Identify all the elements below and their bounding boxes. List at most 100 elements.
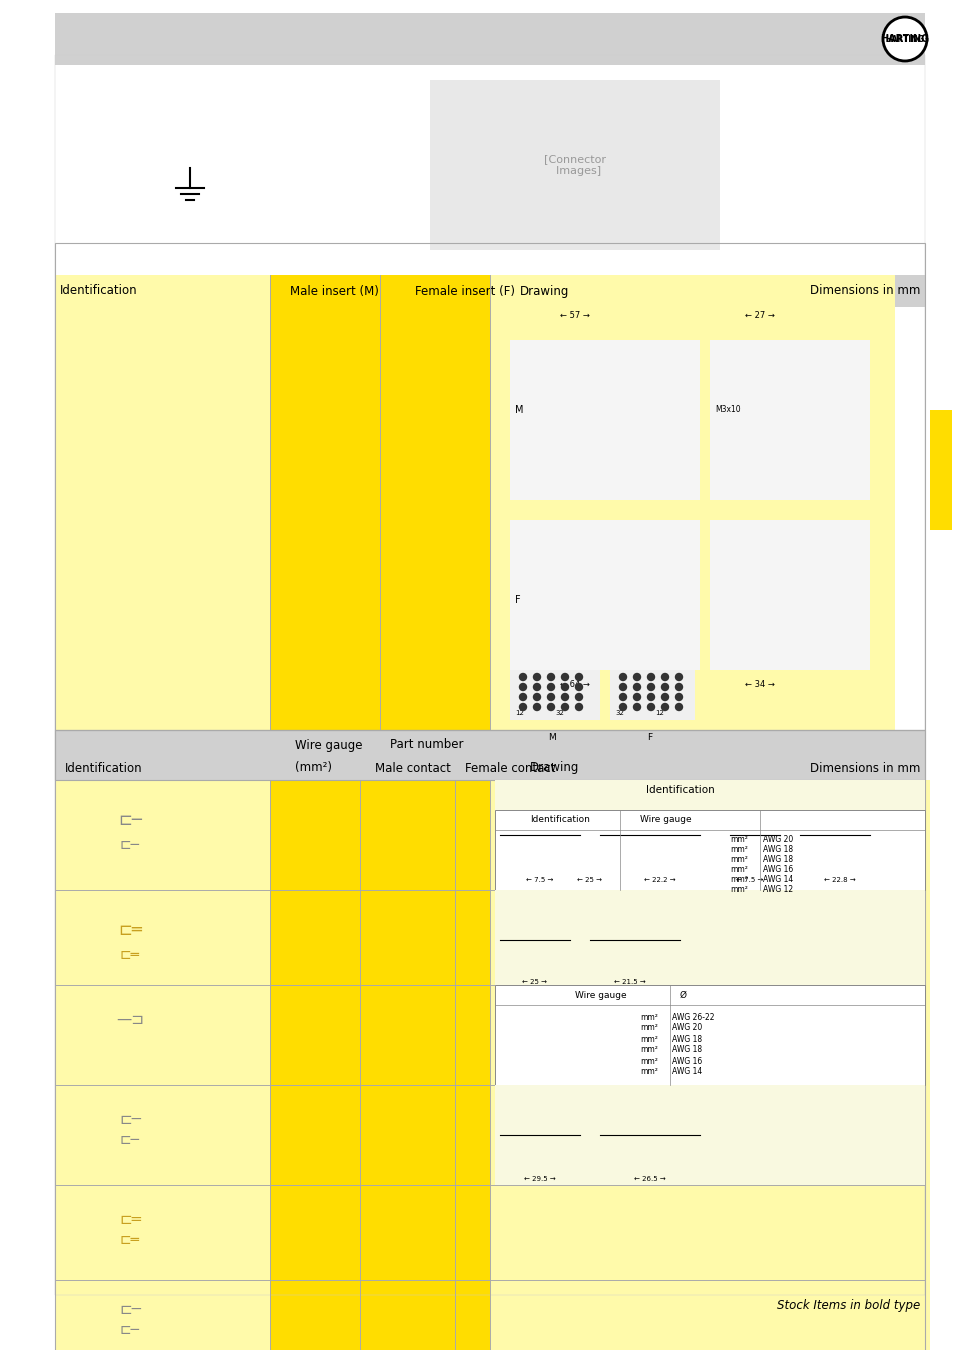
Bar	[55, 730, 924, 1350]
Circle shape	[561, 694, 568, 701]
Text: AWG 18: AWG 18	[762, 845, 792, 855]
Bar	[359, 890, 455, 986]
Bar	[270, 780, 359, 890]
Circle shape	[618, 683, 626, 690]
Bar	[929, 410, 951, 531]
Text: ← 22.2 →: ← 22.2 →	[643, 878, 675, 883]
Bar	[55, 275, 270, 730]
Bar	[510, 670, 599, 720]
Text: (mm²): (mm²)	[294, 761, 332, 775]
Circle shape	[633, 683, 639, 690]
Text: Identification: Identification	[530, 815, 589, 825]
Text: Drawing: Drawing	[530, 761, 578, 775]
Bar	[270, 275, 379, 730]
Text: ⊏═: ⊏═	[120, 948, 140, 963]
Circle shape	[675, 674, 681, 680]
Bar	[55, 1185, 270, 1280]
Text: mm²: mm²	[729, 845, 747, 855]
Circle shape	[884, 19, 924, 59]
Bar	[490, 780, 929, 890]
Text: ← 26.5 →: ← 26.5 →	[634, 1176, 665, 1183]
Bar	[359, 780, 455, 890]
Text: ⊏═: ⊏═	[119, 1212, 141, 1227]
Text: mm²: mm²	[729, 865, 747, 875]
Text: ← 25 →: ← 25 →	[522, 979, 547, 986]
Circle shape	[660, 694, 668, 701]
Circle shape	[647, 703, 654, 710]
Bar	[55, 275, 924, 306]
Bar	[359, 1280, 455, 1350]
Bar	[709, 340, 869, 500]
Text: [Connector
  Images]: [Connector Images]	[543, 154, 605, 176]
Text: mm²: mm²	[729, 876, 747, 884]
Circle shape	[561, 674, 568, 680]
Circle shape	[533, 674, 540, 680]
Text: Wire gauge: Wire gauge	[575, 991, 626, 999]
Text: ⊏═: ⊏═	[118, 921, 142, 940]
Text: mm²: mm²	[639, 1057, 658, 1065]
Text: Male contact: Male contact	[375, 761, 451, 775]
Circle shape	[660, 683, 668, 690]
Text: mm²: mm²	[639, 1068, 658, 1076]
Text: Dimensions in mm: Dimensions in mm	[809, 285, 919, 297]
Text: AWG 20: AWG 20	[762, 836, 792, 845]
Text: ⊏═: ⊏═	[120, 1233, 140, 1247]
Text: Wire gauge: Wire gauge	[294, 738, 362, 752]
Bar	[495, 780, 924, 890]
Circle shape	[618, 694, 626, 701]
Circle shape	[633, 674, 639, 680]
Text: 12: 12	[655, 710, 663, 716]
Circle shape	[533, 694, 540, 701]
Bar	[455, 1085, 490, 1185]
Bar	[495, 986, 924, 1085]
Bar	[55, 1085, 270, 1185]
Circle shape	[519, 694, 526, 701]
Circle shape	[533, 683, 540, 690]
Bar	[609, 670, 695, 720]
Circle shape	[618, 703, 626, 710]
Text: AWG 18: AWG 18	[671, 1045, 701, 1054]
Bar	[270, 890, 359, 986]
Text: mm²: mm²	[729, 886, 747, 895]
Text: ⊏─: ⊏─	[120, 838, 140, 852]
Text: mm²: mm²	[729, 836, 747, 845]
Text: ⊏─: ⊏─	[119, 1303, 141, 1318]
Bar	[270, 986, 359, 1085]
Text: AWG 18: AWG 18	[762, 856, 792, 864]
Bar	[55, 780, 270, 890]
Bar	[359, 1085, 455, 1185]
Text: ⊏─: ⊏─	[118, 811, 142, 829]
Text: F: F	[647, 733, 652, 743]
Bar	[455, 1280, 490, 1350]
Circle shape	[647, 683, 654, 690]
Text: AWG 20: AWG 20	[671, 1023, 701, 1033]
Bar	[495, 810, 924, 890]
Text: Drawing: Drawing	[519, 285, 569, 297]
Text: ← 22.8 →: ← 22.8 →	[823, 878, 855, 883]
Text: 32: 32	[555, 710, 563, 716]
Bar	[490, 986, 929, 1085]
Text: Male insert (M): Male insert (M)	[290, 285, 378, 297]
Bar	[490, 275, 894, 730]
Text: AWG 16: AWG 16	[762, 865, 792, 875]
Text: Ø: Ø	[679, 991, 686, 999]
Circle shape	[561, 703, 568, 710]
Bar	[55, 986, 270, 1085]
Text: Identification: Identification	[60, 285, 137, 297]
Circle shape	[547, 703, 554, 710]
Bar	[359, 986, 455, 1085]
Text: HARTING: HARTING	[884, 35, 923, 43]
Text: ← 57 →: ← 57 →	[559, 310, 589, 320]
Circle shape	[547, 683, 554, 690]
Text: Female insert (F): Female insert (F)	[415, 285, 515, 297]
Text: ← 64 →: ← 64 →	[559, 680, 589, 688]
Circle shape	[561, 683, 568, 690]
Text: F: F	[515, 595, 520, 605]
Text: 12: 12	[515, 710, 523, 716]
Bar	[495, 1085, 924, 1185]
Text: AWG 16: AWG 16	[671, 1057, 701, 1065]
Bar	[455, 1185, 490, 1280]
Text: Wire gauge: Wire gauge	[639, 815, 691, 825]
Bar	[490, 1280, 929, 1350]
Bar	[490, 1085, 929, 1185]
